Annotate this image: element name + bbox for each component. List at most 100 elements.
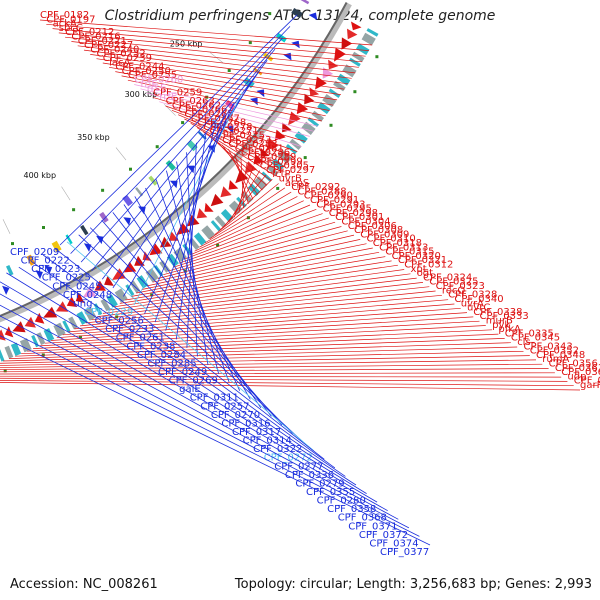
inner-leader (66, 241, 314, 452)
forward-gene (341, 37, 353, 50)
inner-leader (176, 161, 209, 366)
outer-leader (0, 355, 530, 366)
outer-leader (74, 294, 442, 330)
outer-leader (209, 187, 286, 240)
gene-label: CPF_0345 (511, 333, 560, 344)
cog-band (266, 164, 279, 177)
forward-gene (228, 180, 239, 190)
outer-leader (233, 166, 254, 218)
outer-leader (90, 54, 345, 90)
forward-gene (24, 316, 36, 328)
gene-label: xpt (411, 264, 427, 275)
cog-band (356, 43, 370, 55)
gene-label: CPF_0273 (222, 135, 271, 146)
gc-marker (375, 55, 379, 59)
outer-leader (0, 359, 537, 368)
gene-label: CPF_0338 (473, 307, 522, 318)
outer-leader (152, 97, 306, 142)
outer-leader (9, 342, 511, 359)
cog-band (317, 102, 331, 115)
gc-marker (303, 156, 307, 160)
outer-leader (134, 84, 318, 127)
reverse-gene (96, 235, 104, 245)
gene-label: CPF_0240 (90, 44, 139, 55)
gc-marker (227, 69, 231, 72)
inner-leader (42, 254, 336, 469)
cog-band (351, 51, 365, 63)
inner-leader (0, 281, 378, 503)
gene-label: pyk (492, 320, 510, 331)
gene-label: CPF_0371 (348, 521, 397, 532)
inner-leader (18, 266, 357, 486)
gene-label: udp (567, 371, 586, 382)
inner-leader (70, 26, 291, 254)
cog-band (253, 67, 263, 76)
topology-text: Topology: circular; Length: 3,256,683 bp… (234, 577, 592, 592)
cog-band (186, 140, 198, 152)
gc-marker (150, 293, 154, 297)
gc-marker (101, 188, 105, 192)
cog-band (366, 28, 379, 37)
gene-label: CPF_0225 (42, 273, 91, 284)
gene-label: CPF_0286 (241, 148, 290, 159)
outer-leader (121, 75, 326, 117)
outer-leader (221, 144, 258, 195)
outer-leader (102, 62, 338, 101)
outer-leader (56, 307, 461, 339)
forward-gene (309, 87, 320, 97)
inner-leader (134, 196, 251, 400)
gene-label: CPF_0227 (84, 40, 133, 51)
cog-band (145, 268, 159, 283)
forward-gene (0, 329, 6, 341)
cog-band (210, 220, 221, 232)
outer-leader (177, 114, 289, 162)
gene-label: CPF_0244 (115, 62, 164, 73)
forward-gene (124, 261, 137, 273)
outer-leader (125, 256, 386, 301)
gene-label: CPF_0328 (448, 290, 497, 301)
outer-leader (238, 161, 248, 213)
outer-leader (184, 208, 317, 260)
inner-leader (80, 37, 283, 263)
outer-leader (228, 170, 261, 222)
gene-label: CPF_0299 (254, 156, 303, 167)
gene-label: CPF_0221 (78, 36, 127, 47)
cog-band (99, 211, 109, 223)
gene-label: CPF_0278 (203, 122, 252, 133)
outer-leader (204, 191, 292, 244)
outer-leader (77, 45, 352, 79)
forward-gene (315, 76, 327, 90)
outer-leader (109, 66, 334, 106)
outer-leader (159, 101, 302, 147)
scale-tick (2, 219, 11, 234)
cog-band (236, 196, 247, 208)
gene-label: CPF_0343 (524, 341, 573, 352)
reverse-gene (123, 217, 131, 226)
gene-label: CPF_0308 (354, 225, 403, 236)
gc-marker (3, 369, 7, 373)
gene-label: CPF_0313 (379, 242, 428, 253)
gene-label: CPF_0292 (291, 182, 340, 193)
forward-gene (43, 306, 58, 318)
gc-marker (129, 167, 132, 171)
outer-leader (97, 277, 417, 317)
scale-label: 300 kbp (125, 90, 158, 99)
gene-label: CPF_0245 (52, 281, 101, 292)
gene-label: acpS (285, 178, 309, 189)
gene-label: CPF_0298 (329, 208, 378, 219)
reverse-gene (44, 265, 53, 275)
outer-leader (184, 118, 285, 167)
outer-leader (203, 131, 272, 181)
cog-band (243, 77, 255, 89)
scale-tick (115, 147, 127, 161)
gc-marker (268, 12, 272, 16)
gene-label: CPF_0216 (71, 32, 120, 43)
outer-leader (0, 368, 549, 373)
cog-band (328, 88, 341, 98)
gene-label: CPF_0301 (335, 212, 384, 223)
outer-leader (127, 79, 322, 122)
outer-leader (0, 377, 568, 382)
gene-label: CPF_0309 (360, 229, 409, 240)
outer-leader (168, 221, 336, 272)
